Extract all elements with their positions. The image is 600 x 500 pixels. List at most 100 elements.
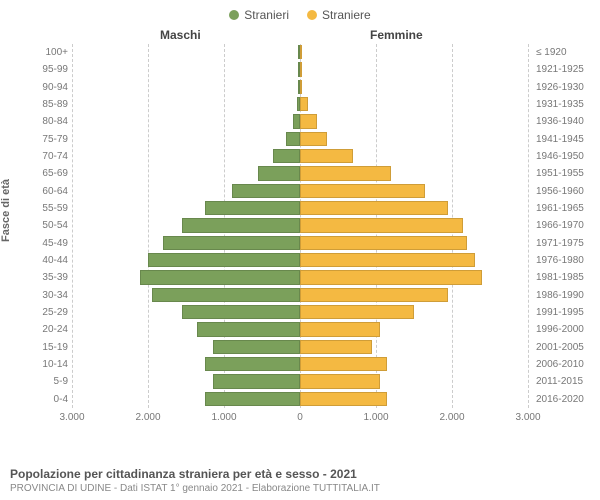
birth-label: 1966-1970 — [536, 217, 596, 234]
bar-female — [300, 97, 308, 111]
bar-female — [300, 270, 482, 284]
age-label: 0-4 — [28, 391, 68, 408]
x-tick-label: 0 — [297, 412, 303, 423]
bar-female — [300, 218, 463, 232]
birth-label: 2006-2010 — [536, 356, 596, 373]
age-label: 25-29 — [28, 304, 68, 321]
bar-female — [300, 45, 302, 59]
birth-label: 1921-1925 — [536, 61, 596, 78]
bar-male — [182, 305, 300, 319]
bar-male — [205, 392, 300, 406]
bar-male — [163, 236, 300, 250]
bar-male — [213, 374, 300, 388]
pyramid-row — [72, 97, 528, 112]
legend-male-label: Stranieri — [244, 8, 289, 22]
pyramid-row — [72, 236, 528, 251]
age-label: 100+ — [28, 44, 68, 61]
bar-male — [197, 322, 300, 336]
age-label: 65-69 — [28, 165, 68, 182]
age-label: 5-9 — [28, 373, 68, 390]
bar-male — [152, 288, 300, 302]
birth-label: ≤ 1920 — [536, 44, 596, 61]
bar-male — [205, 201, 300, 215]
bar-female — [300, 166, 391, 180]
x-tick-label: 3.000 — [515, 412, 540, 423]
age-label: 80-84 — [28, 113, 68, 130]
birth-label: 1981-1985 — [536, 269, 596, 286]
pyramid-row — [72, 132, 528, 147]
birth-label: 1931-1935 — [536, 96, 596, 113]
pyramid-row — [72, 184, 528, 199]
pyramid-row — [72, 149, 528, 164]
pyramid-row — [72, 322, 528, 337]
x-tick-label: 3.000 — [59, 412, 84, 423]
birth-label: 1986-1990 — [536, 287, 596, 304]
pyramid-row — [72, 288, 528, 303]
bar-male — [286, 132, 300, 146]
pyramid-row — [72, 218, 528, 233]
bar-female — [300, 149, 353, 163]
legend-female-label: Straniere — [322, 8, 371, 22]
x-axis: 3.0002.0001.00001.0002.0003.000 — [72, 410, 528, 428]
birth-label: 1946-1950 — [536, 148, 596, 165]
birth-label: 1976-1980 — [536, 252, 596, 269]
age-label: 70-74 — [28, 148, 68, 165]
bar-female — [300, 288, 448, 302]
bar-female — [300, 357, 387, 371]
age-label: 15-19 — [28, 339, 68, 356]
x-tick-label: 2.000 — [135, 412, 160, 423]
pyramid-row — [72, 253, 528, 268]
age-label: 55-59 — [28, 200, 68, 217]
age-label: 90-94 — [28, 79, 68, 96]
x-tick-label: 2.000 — [439, 412, 464, 423]
bar-female — [300, 184, 425, 198]
age-label: 45-49 — [28, 235, 68, 252]
chart-area: Fasce di età Anni di nascita 100+95-9990… — [0, 44, 600, 434]
bar-male — [182, 218, 300, 232]
grid-line — [528, 44, 529, 408]
pyramid-row — [72, 114, 528, 129]
bar-female — [300, 80, 302, 94]
birth-label: 1991-1995 — [536, 304, 596, 321]
bar-male — [293, 114, 300, 128]
legend-female: Straniere — [307, 8, 371, 22]
y-ticks-left: 100+95-9990-9485-8980-8475-7970-7465-696… — [28, 44, 68, 408]
bar-female — [300, 322, 380, 336]
footer-title: Popolazione per cittadinanza straniera p… — [10, 467, 380, 481]
legend: Stranieri Straniere — [0, 0, 600, 26]
header-female: Femmine — [370, 28, 423, 42]
bar-male — [258, 166, 300, 180]
bar-male — [273, 149, 300, 163]
pyramid-row — [72, 80, 528, 95]
age-label: 10-14 — [28, 356, 68, 373]
bar-female — [300, 236, 467, 250]
age-label: 75-79 — [28, 131, 68, 148]
bar-female — [300, 62, 302, 76]
pyramid-row — [72, 201, 528, 216]
age-label: 30-34 — [28, 287, 68, 304]
bar-female — [300, 132, 327, 146]
x-tick-label: 1.000 — [211, 412, 236, 423]
bar-female — [300, 253, 475, 267]
birth-label: 1956-1960 — [536, 183, 596, 200]
bar-female — [300, 340, 372, 354]
x-tick-label: 1.000 — [363, 412, 388, 423]
birth-label: 2001-2005 — [536, 339, 596, 356]
pyramid-row — [72, 305, 528, 320]
plot-area — [72, 44, 528, 408]
y-axis-label-left: Fasce di età — [0, 179, 12, 242]
age-label: 60-64 — [28, 183, 68, 200]
birth-label: 1951-1955 — [536, 165, 596, 182]
pyramid-row — [72, 357, 528, 372]
bar-female — [300, 114, 317, 128]
bar-male — [232, 184, 300, 198]
pyramid-row — [72, 340, 528, 355]
bar-male — [140, 270, 300, 284]
birth-label: 1941-1945 — [536, 131, 596, 148]
birth-label: 1961-1965 — [536, 200, 596, 217]
birth-label: 2011-2015 — [536, 373, 596, 390]
bar-female — [300, 392, 387, 406]
birth-label: 1996-2000 — [536, 321, 596, 338]
header-male: Maschi — [160, 28, 201, 42]
birth-label: 1926-1930 — [536, 79, 596, 96]
